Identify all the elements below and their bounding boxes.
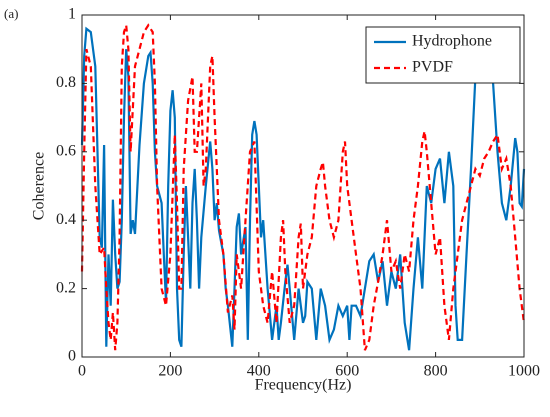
x-tick-label: 1000: [508, 363, 540, 380]
y-tick-label: 0.4: [56, 211, 76, 228]
series-line: [80, 23, 526, 351]
x-tick-label: 400: [247, 363, 271, 380]
legend-label: Hydrophone: [412, 33, 492, 50]
series-line: [80, 26, 526, 351]
annotation: (a): [4, 6, 18, 21]
x-tick-label: 0: [78, 363, 86, 380]
plot-frame: [81, 14, 525, 358]
x-tick-label: 200: [158, 363, 182, 380]
x-axis-label: Frequency(Hz): [255, 377, 352, 394]
y-tick-label: 1: [68, 6, 76, 23]
x-tick-label: 800: [424, 363, 448, 380]
legend-label: PVDF: [412, 59, 453, 76]
x-tick-label: 600: [335, 363, 359, 380]
y-axis-label: Coherence: [31, 152, 48, 220]
y-tick-label: 0: [68, 348, 76, 365]
y-tick-label: 0.8: [56, 74, 76, 91]
y-tick-label: 0.2: [56, 279, 76, 296]
legend-box: [365, 26, 521, 84]
y-tick-label: 0.6: [56, 142, 76, 159]
